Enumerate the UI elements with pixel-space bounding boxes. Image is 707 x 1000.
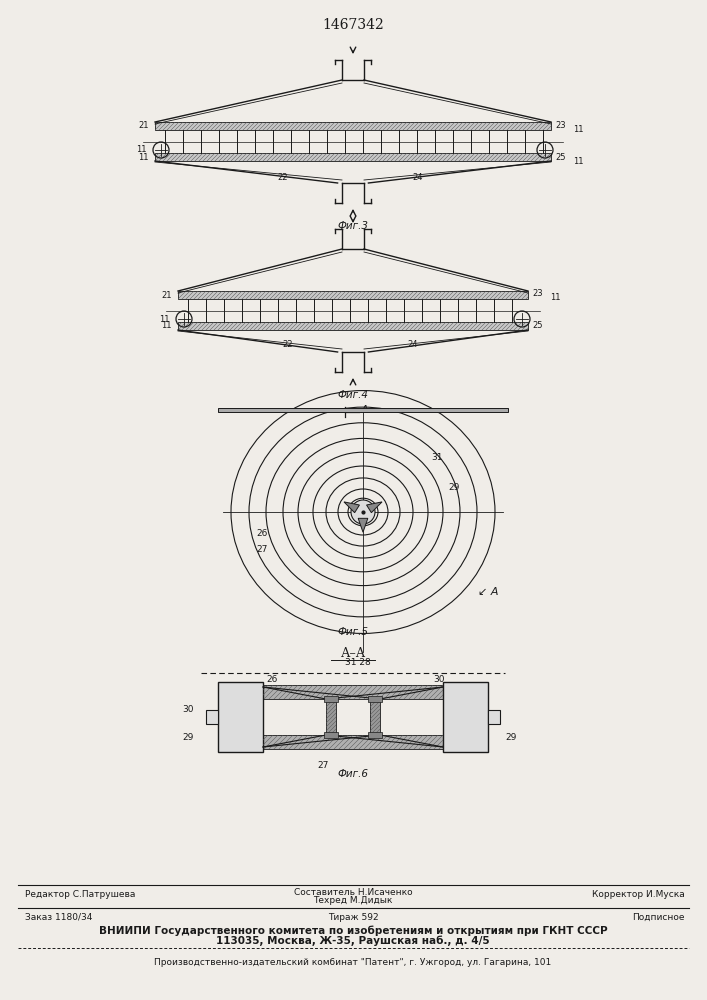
Text: Тираж 592: Тираж 592 (327, 913, 378, 922)
Text: Фиг.3: Фиг.3 (337, 221, 368, 231)
Polygon shape (358, 518, 368, 532)
Bar (324, 696, 338, 702)
Text: 113035, Москва, Ж-35, Раушская наб., д. 4/5: 113035, Москва, Ж-35, Раушская наб., д. … (216, 935, 490, 946)
Text: 24: 24 (413, 173, 423, 182)
Text: 23: 23 (555, 120, 566, 129)
Text: Редактор С.Патрушева: Редактор С.Патрушева (25, 890, 135, 899)
Text: 26: 26 (267, 674, 278, 684)
Text: 11: 11 (550, 294, 561, 302)
Text: 29: 29 (505, 732, 516, 742)
Text: Производственно-издательский комбинат "Патент", г. Ужгород, ул. Гагарина, 101: Производственно-издательский комбинат "П… (154, 958, 551, 967)
Bar (218, 682, 263, 752)
Bar (218, 408, 508, 412)
Text: Фиг.6: Фиг.6 (337, 769, 368, 779)
Text: 11: 11 (573, 156, 583, 165)
Text: Техред М.Дидык: Техред М.Дидык (313, 896, 392, 905)
Bar (368, 732, 382, 738)
Text: 11: 11 (161, 322, 172, 330)
Text: 29: 29 (448, 483, 460, 491)
Text: 30: 30 (433, 674, 445, 684)
Text: Составитель Н.Исаченко: Составитель Н.Исаченко (293, 888, 412, 897)
Text: А–А: А–А (340, 647, 366, 660)
Text: 27: 27 (257, 546, 268, 554)
Text: 25: 25 (532, 322, 542, 330)
Bar (443, 682, 488, 752)
Bar (324, 732, 338, 738)
Bar (155, 122, 551, 130)
Text: Корректор И.Муска: Корректор И.Муска (592, 890, 685, 899)
Text: ВНИИПИ Государственного комитета по изобретениям и открытиям при ГКНТ СССР: ВНИИПИ Государственного комитета по изоб… (99, 925, 607, 936)
Text: Подписное: Подписное (633, 913, 685, 922)
Bar (370, 699, 380, 735)
Bar (178, 322, 528, 330)
Bar (206, 710, 218, 724)
Text: 11: 11 (136, 145, 147, 154)
Text: 1467342: 1467342 (322, 18, 384, 32)
Bar (368, 696, 382, 702)
Text: 21: 21 (161, 290, 172, 300)
Text: 11: 11 (573, 124, 583, 133)
Text: 21: 21 (139, 121, 149, 130)
Text: 11: 11 (160, 314, 170, 324)
Text: Заказ 1180/34: Заказ 1180/34 (25, 913, 93, 922)
Text: 29: 29 (182, 732, 194, 742)
Text: 25: 25 (555, 152, 566, 161)
Text: 22: 22 (278, 173, 288, 182)
Bar (263, 735, 443, 749)
Polygon shape (344, 502, 359, 513)
Text: 26: 26 (257, 530, 268, 538)
Text: 11: 11 (139, 152, 149, 161)
Text: 31: 31 (431, 452, 443, 462)
Text: 24: 24 (408, 340, 419, 349)
Text: A: A (361, 405, 368, 415)
Text: ↙ A: ↙ A (478, 587, 498, 597)
Text: 22: 22 (283, 340, 293, 349)
Circle shape (351, 500, 375, 524)
Bar (326, 699, 336, 735)
Bar (178, 291, 528, 299)
Bar (488, 710, 500, 724)
Text: Фиг.4: Фиг.4 (337, 390, 368, 400)
Text: Фиг.5: Фиг.5 (337, 627, 368, 637)
Text: 27: 27 (317, 761, 329, 770)
Bar (155, 153, 551, 161)
Text: 23: 23 (532, 290, 543, 298)
Text: 31 28: 31 28 (345, 658, 371, 667)
Text: 30: 30 (182, 704, 194, 714)
Bar (263, 685, 443, 699)
Polygon shape (366, 502, 382, 513)
